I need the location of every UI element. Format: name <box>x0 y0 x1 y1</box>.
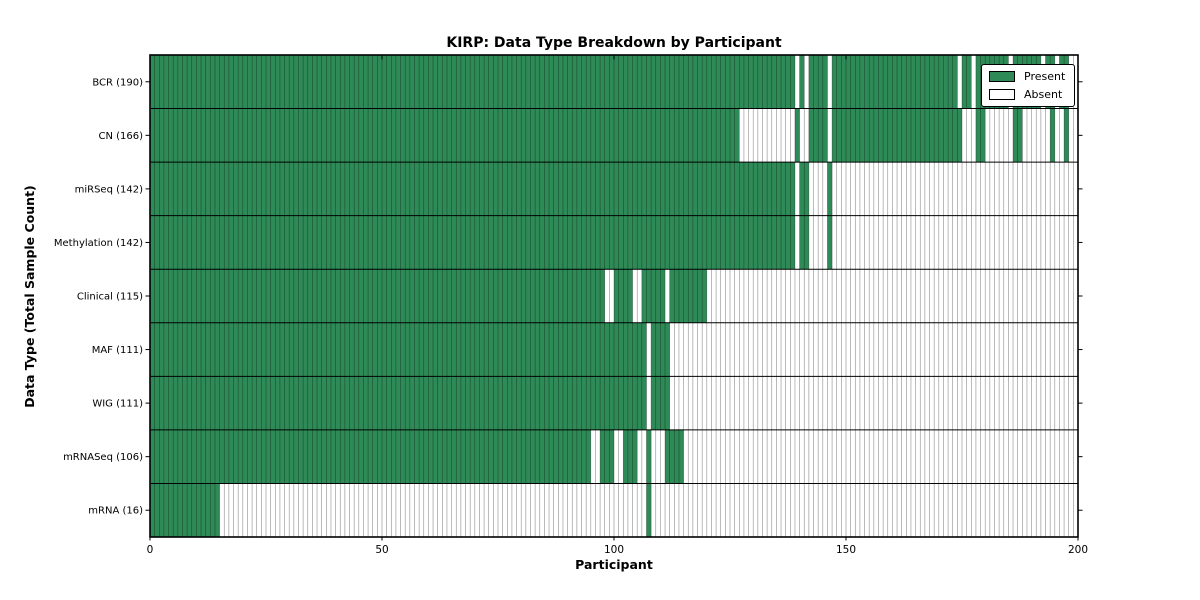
present-run <box>665 429 684 484</box>
present-run <box>150 215 795 270</box>
plot-border <box>149 54 1079 538</box>
x-tick-label: 0 <box>147 544 154 556</box>
present-run <box>150 108 740 163</box>
y-tick-label: MAF (111) <box>92 345 143 356</box>
present-run <box>150 269 605 323</box>
present-run <box>150 429 591 484</box>
row-WIG <box>150 376 670 430</box>
present-run <box>669 269 707 323</box>
cell-edge-lines <box>149 55 1079 537</box>
present-run <box>799 215 809 270</box>
row-miRSeq <box>150 162 833 216</box>
present-run <box>614 269 633 323</box>
y-tick-label: WIG (111) <box>92 399 143 410</box>
present-run <box>651 322 670 377</box>
y-axis-title-text: Data Type (Total Sample Count) <box>21 184 37 408</box>
present-run <box>808 108 828 163</box>
x-tick-label: 150 <box>836 544 856 556</box>
row-Methylation <box>150 215 833 270</box>
legend-label-present: Present <box>1024 70 1066 83</box>
row-mRNASeq <box>150 429 684 484</box>
x-tick-label: 50 <box>375 544 388 556</box>
present-run <box>641 269 666 323</box>
chart-title: KIRP: Data Type Breakdown by Participant <box>446 35 782 51</box>
present-run <box>827 215 833 270</box>
y-tick-label: BCR (190) <box>92 77 143 88</box>
present-run <box>832 108 962 163</box>
present-run <box>623 429 638 484</box>
legend: Present Absent <box>981 64 1076 107</box>
present-run <box>150 162 795 216</box>
y-tick-label: mRNASeq (106) <box>63 452 143 463</box>
y-tick-label: Methylation (142) <box>54 238 143 249</box>
present-run <box>646 483 652 537</box>
present-run <box>150 322 647 377</box>
row-MAF <box>150 322 670 377</box>
present-run <box>150 483 220 537</box>
present-run <box>794 108 800 163</box>
legend-entry-present: Present <box>989 70 1065 83</box>
absent-swatch-icon <box>989 89 1015 100</box>
present-run <box>1050 108 1055 163</box>
present-run <box>651 376 670 430</box>
present-run <box>1013 108 1023 163</box>
y-ticks-and-labels: BCR (190) CN (166) miRSeq (142) Methylation… <box>54 77 1083 517</box>
present-run <box>808 55 828 109</box>
present-run <box>150 376 647 430</box>
row-separators <box>150 108 1078 484</box>
y-tick-label: Clinical (115) <box>77 292 143 303</box>
present-run <box>600 429 614 484</box>
legend-entry-absent: Absent <box>989 88 1065 101</box>
present-run <box>827 162 833 216</box>
present-run <box>832 55 958 109</box>
x-axis-title: Participant <box>575 557 653 572</box>
present-swatch-icon <box>989 71 1015 82</box>
present-run <box>1064 108 1069 163</box>
present-run <box>646 429 652 484</box>
present-run <box>799 162 809 216</box>
row-mRNA <box>150 483 652 537</box>
y-tick-label: miRSeq (142) <box>75 184 143 195</box>
y-tick-label: CN (166) <box>98 131 143 142</box>
present-run <box>150 55 795 109</box>
x-tick-label: 200 <box>1068 544 1088 556</box>
x-tick-labels: 0 50 100 150 200 <box>147 544 1088 556</box>
row-Clinical <box>150 269 707 323</box>
row-CN <box>150 108 1069 163</box>
present-run <box>975 108 986 163</box>
present-run <box>962 55 972 109</box>
present-run <box>799 55 805 109</box>
x-tick-label: 100 <box>604 544 624 556</box>
legend-label-absent: Absent <box>1024 88 1063 101</box>
y-tick-label: mRNA (16) <box>88 506 143 517</box>
